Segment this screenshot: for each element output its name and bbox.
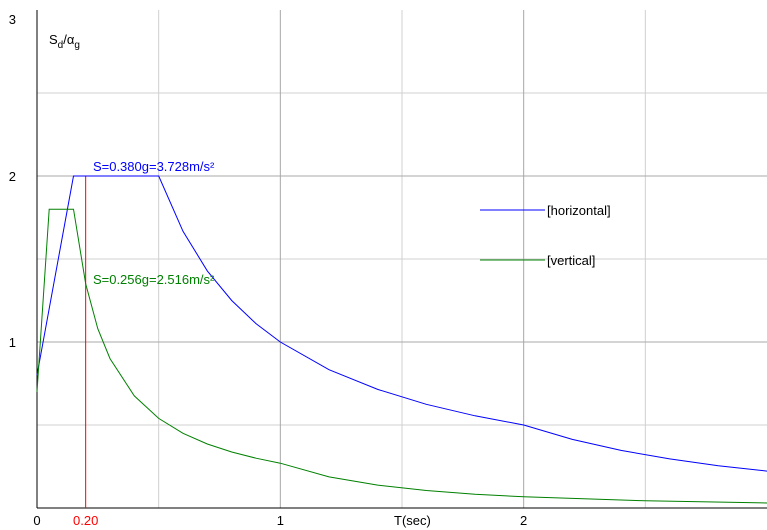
y-tick-label: 2 — [9, 169, 16, 184]
series-lines — [36, 175, 767, 504]
x-tick-label: 0 — [33, 513, 40, 528]
series-line-horizontal — [36, 175, 767, 472]
series-line-vertical — [36, 208, 767, 504]
x-axis-title: T(sec) — [394, 513, 431, 528]
grid — [37, 10, 767, 508]
period-marker-label: 0.20 — [73, 513, 98, 528]
legend-label: [vertical] — [547, 253, 595, 268]
legend-label: [horizontal] — [547, 203, 611, 218]
y-tick-label: 3 — [9, 12, 16, 27]
spectral-value-annotation: S=0.380g=3.728m/s² — [93, 159, 215, 174]
y-axis-title: Sd/αg — [49, 32, 80, 51]
y-tick-label: 1 — [9, 335, 16, 350]
spectral-value-annotation: S=0.256g=2.516m/s² — [93, 272, 215, 287]
x-tick-label: 1 — [277, 513, 284, 528]
axes — [36, 10, 767, 509]
x-tick-label: 2 — [520, 513, 527, 528]
labels: Sd/αg T(sec) 0 1 2 1 2 3 0.20 [horizontal] [vert… — [9, 12, 611, 528]
